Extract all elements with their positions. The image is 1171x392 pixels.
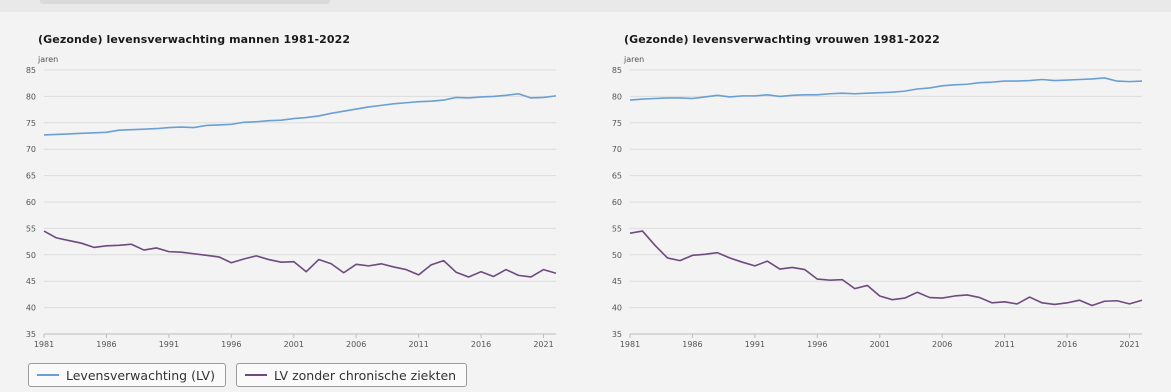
y-tick-label-women: 50: [612, 251, 622, 260]
legend-item-lv-zonder[interactable]: LV zonder chronische ziekten: [235, 363, 468, 387]
y-tick-label-men: 65: [26, 172, 36, 181]
cropped-header-text: [40, 0, 330, 4]
y-tick-label-men: 40: [26, 304, 36, 313]
y-tick-label-men: 35: [26, 330, 36, 339]
x-tick-label-women: 2001: [870, 340, 890, 349]
y-tick-label-women: 60: [612, 198, 622, 207]
cropped-header-strip: [0, 0, 1171, 12]
x-tick-label-men: 2001: [284, 340, 304, 349]
series-line-lv-women[interactable]: [629, 77, 1143, 101]
y-tick-label-women: 45: [612, 277, 622, 286]
y-tick-label-women: 70: [612, 145, 622, 154]
y-tick-label-women: 85: [612, 66, 622, 75]
series-line-lv-zonder-men[interactable]: [43, 230, 557, 278]
x-tick-label-men: 2006: [346, 340, 366, 349]
y-tick-label-men: 45: [26, 277, 36, 286]
legend: Levensverwachting (LV) LV zonder chronis…: [28, 363, 468, 387]
x-tick-label-women: 1991: [745, 340, 765, 349]
y-tick-label-women: 40: [612, 304, 622, 313]
y-tick-label-men: 80: [26, 92, 36, 101]
series-line-lv-zonder-women[interactable]: [629, 230, 1143, 307]
y-tick-label-women: 75: [612, 119, 622, 128]
x-tick-label-men: 1996: [221, 340, 241, 349]
legend-label-lv-zonder: LV zonder chronische ziekten: [273, 367, 457, 383]
legend-swatch-lv: [37, 374, 59, 376]
y-axis-label-men: jaren: [37, 55, 58, 64]
y-axis-label-women: jaren: [623, 55, 644, 64]
x-tick-label-men: 1991: [159, 340, 179, 349]
y-tick-label-women: 35: [612, 330, 622, 339]
series-line-lv-men[interactable]: [43, 92, 557, 136]
x-tick-label-men: 2016: [471, 340, 491, 349]
legend-label-lv: Levensverwachting (LV): [66, 367, 215, 383]
x-tick-label-men: 2011: [408, 340, 428, 349]
y-tick-label-men: 85: [26, 66, 36, 75]
y-tick-label-men: 60: [26, 198, 36, 207]
legend-swatch-lv-zonder: [244, 374, 267, 376]
y-tick-label-women: 55: [612, 224, 622, 233]
y-tick-label-women: 80: [612, 92, 622, 101]
x-tick-label-women: 1986: [682, 340, 702, 349]
x-tick-label-men: 1981: [34, 340, 54, 349]
y-tick-label-men: 50: [26, 251, 36, 260]
legend-item-lv[interactable]: Levensverwachting (LV): [28, 363, 226, 387]
y-tick-label-women: 65: [612, 172, 622, 181]
chart-title-women: (Gezonde) levensverwachting vrouwen 1981…: [624, 33, 940, 46]
x-tick-label-women: 2016: [1057, 340, 1077, 349]
x-tick-label-women: 2006: [932, 340, 952, 349]
y-tick-label-men: 75: [26, 119, 36, 128]
x-tick-label-women: 1996: [807, 340, 827, 349]
x-tick-label-men: 1986: [96, 340, 116, 349]
x-tick-label-women: 1981: [620, 340, 640, 349]
y-tick-label-men: 55: [26, 224, 36, 233]
x-tick-label-men: 2021: [533, 340, 553, 349]
x-tick-label-women: 2011: [994, 340, 1014, 349]
x-tick-label-women: 2021: [1119, 340, 1139, 349]
chart-title-men: (Gezonde) levensverwachting mannen 1981-…: [38, 33, 351, 46]
y-tick-label-men: 70: [26, 145, 36, 154]
